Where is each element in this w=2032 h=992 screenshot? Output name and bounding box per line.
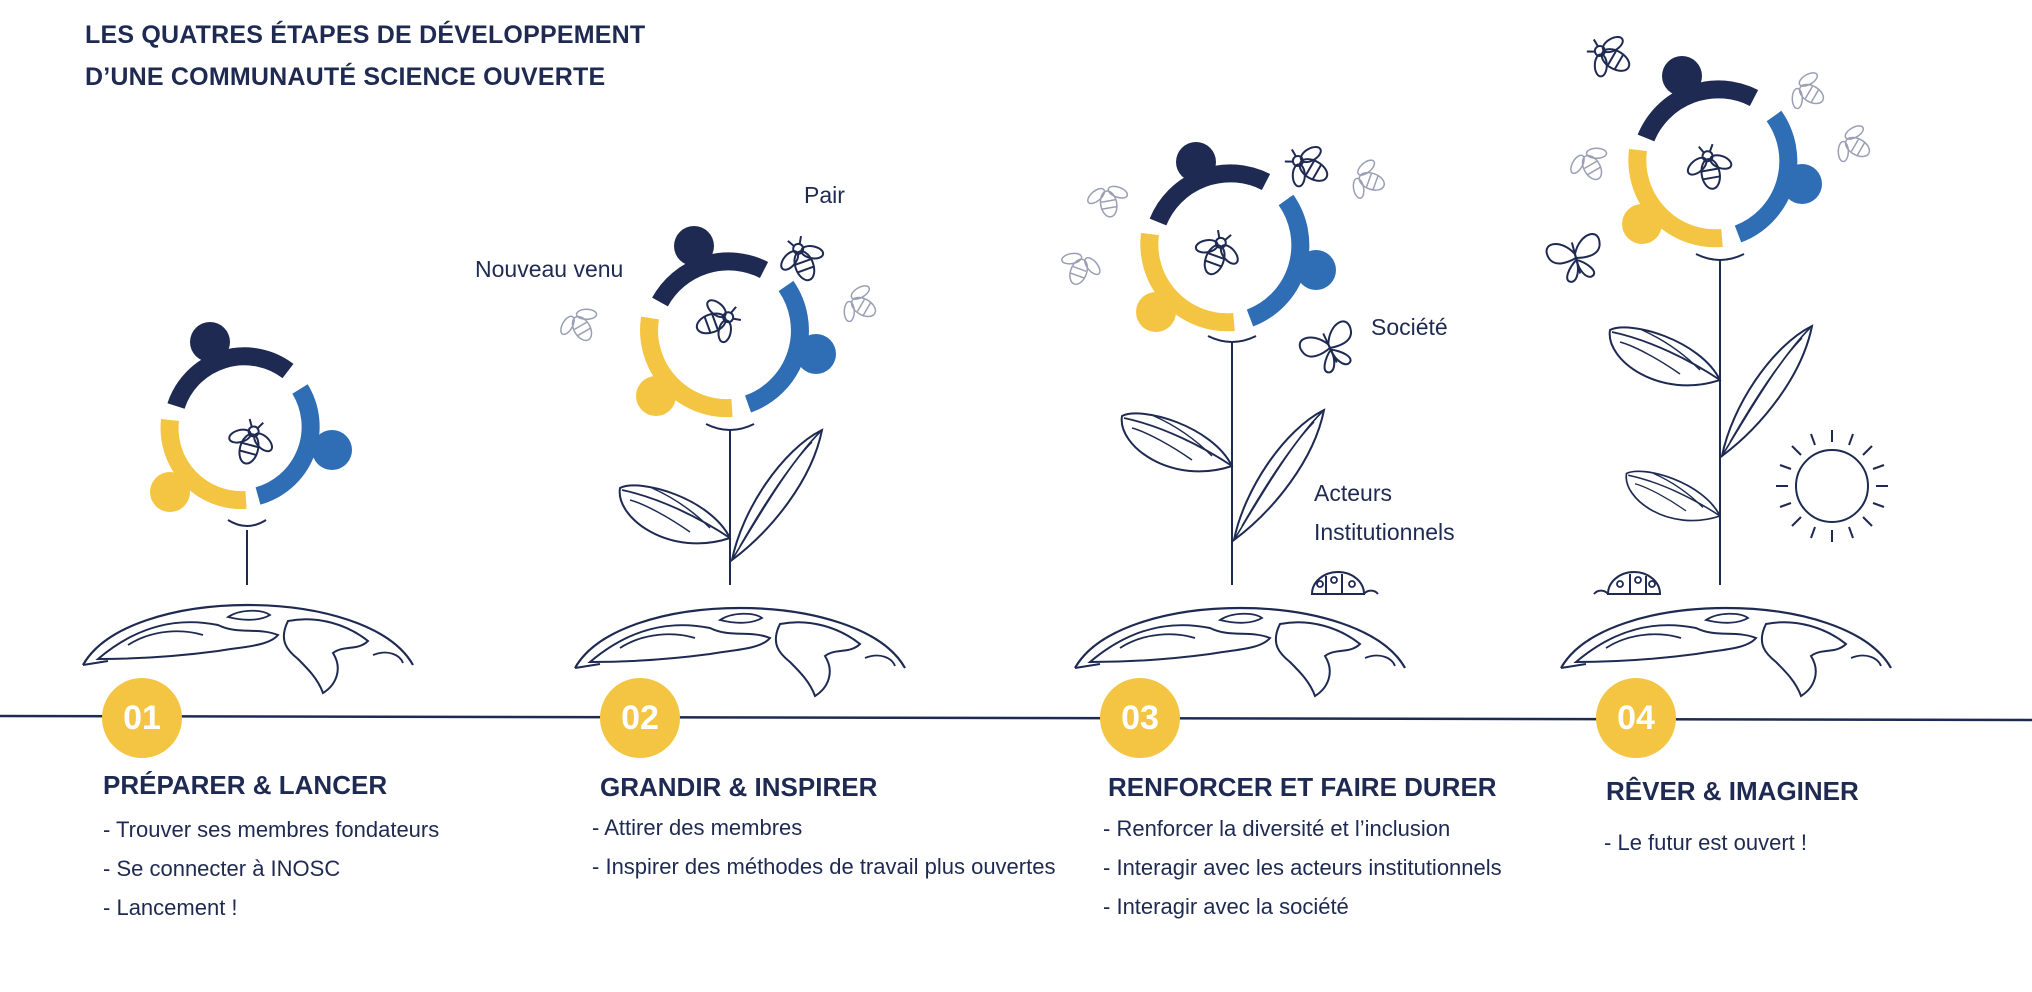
bee-icon <box>1577 23 1642 90</box>
globe-icon <box>1559 606 1893 698</box>
bee-icon <box>552 299 609 352</box>
leaf-icon <box>1120 412 1233 473</box>
label-institutionnels: Institutionnels <box>1314 519 1455 545</box>
bee-icon <box>834 277 887 334</box>
stage-2-title: GRANDIR & INSPIRER <box>600 772 878 802</box>
leaf-icon <box>1721 325 1813 457</box>
sun-icon <box>1776 430 1888 542</box>
stage-2-list: Attirer des membres Inspirer des méthode… <box>592 808 1055 886</box>
label-societe: Société <box>1371 314 1448 340</box>
leaf-icon <box>1625 470 1721 522</box>
stage-2-illustration <box>552 226 907 698</box>
butterfly-icon <box>1543 231 1609 288</box>
stage-3-item: Interagir avec les acteurs institutionne… <box>1103 848 1501 887</box>
stage-1-title: PRÉPARER & LANCER <box>103 770 388 800</box>
bee-icon <box>1275 133 1340 200</box>
stage-3-illustration <box>1052 133 1407 698</box>
people-ring-icon <box>1622 56 1822 248</box>
bee-icon <box>1052 245 1107 293</box>
ladybug-icon <box>1593 571 1661 595</box>
label-pair: Pair <box>804 182 845 208</box>
leaf-icon <box>731 429 823 561</box>
stage-4-title: RÊVER & IMAGINER <box>1606 776 1859 806</box>
stage-3-item: Interagir avec la société <box>1103 887 1502 926</box>
page-title: LES QUATRES ÉTAPES DE DÉVELOPPEMENT D’UN… <box>85 14 645 98</box>
stage-1-list: Trouver ses membres fondateurs Se connec… <box>103 810 439 927</box>
bee-icon <box>1185 223 1249 284</box>
stage-4-item: Le futur est ouvert ! <box>1604 823 1807 862</box>
bee-icon <box>687 289 748 353</box>
stage-1-item: Se connecter à INOSC <box>103 849 439 888</box>
bee-icon <box>1680 140 1739 194</box>
bee-icon <box>770 229 834 290</box>
stage-3-item: Renforcer la diversité et l’inclusion <box>1103 809 1502 848</box>
stage-2-item: Attirer des membres <box>592 808 1055 847</box>
people-ring-icon <box>1136 142 1336 332</box>
stage-1-badge: 01 <box>102 678 182 758</box>
leaf-icon <box>1233 409 1325 541</box>
stage-1-item: Lancement ! <box>103 888 439 927</box>
stage-4-illustration <box>1543 23 1893 698</box>
bee-icon <box>1782 64 1835 121</box>
stage-4-badge: 04 <box>1596 678 1676 758</box>
page-title-line-1: LES QUATRES ÉTAPES DE DÉVELOPPEMENT <box>85 21 646 49</box>
leaf-icon <box>1608 326 1721 387</box>
bee-icon <box>1082 180 1134 222</box>
timeline-line <box>0 714 2032 722</box>
stage-1-illustration <box>81 322 415 695</box>
bee-icon <box>1828 117 1881 174</box>
label-nouveau-venu: Nouveau venu <box>475 256 624 282</box>
page-title-line-2: D’UNE COMMUNAUTÉ SCIENCE OUVERTE <box>85 63 606 91</box>
butterfly-icon <box>1296 318 1365 381</box>
bee-icon <box>220 413 282 471</box>
stage-4-list: Le futur est ouvert ! <box>1604 823 1807 862</box>
ladybug-icon <box>1311 571 1379 595</box>
stage-1-item: Trouver ses membres fondateurs <box>103 810 439 849</box>
people-ring-icon <box>636 226 836 418</box>
label-acteurs: Acteurs <box>1314 480 1392 506</box>
stage-3-list: Renforcer la diversité et l’inclusion In… <box>1103 809 1502 926</box>
stage-3-badge: 03 <box>1100 678 1180 758</box>
bee-icon <box>1345 153 1393 208</box>
people-ring-icon <box>150 322 352 512</box>
stage-2-item: Inspirer des méthodes de travail plus ou… <box>592 847 1055 886</box>
stage-3-title: RENFORCER ET FAIRE DURER <box>1108 772 1497 802</box>
bee-icon <box>1562 138 1619 191</box>
leaf-icon <box>618 484 731 545</box>
stage-2-badge: 02 <box>600 678 680 758</box>
